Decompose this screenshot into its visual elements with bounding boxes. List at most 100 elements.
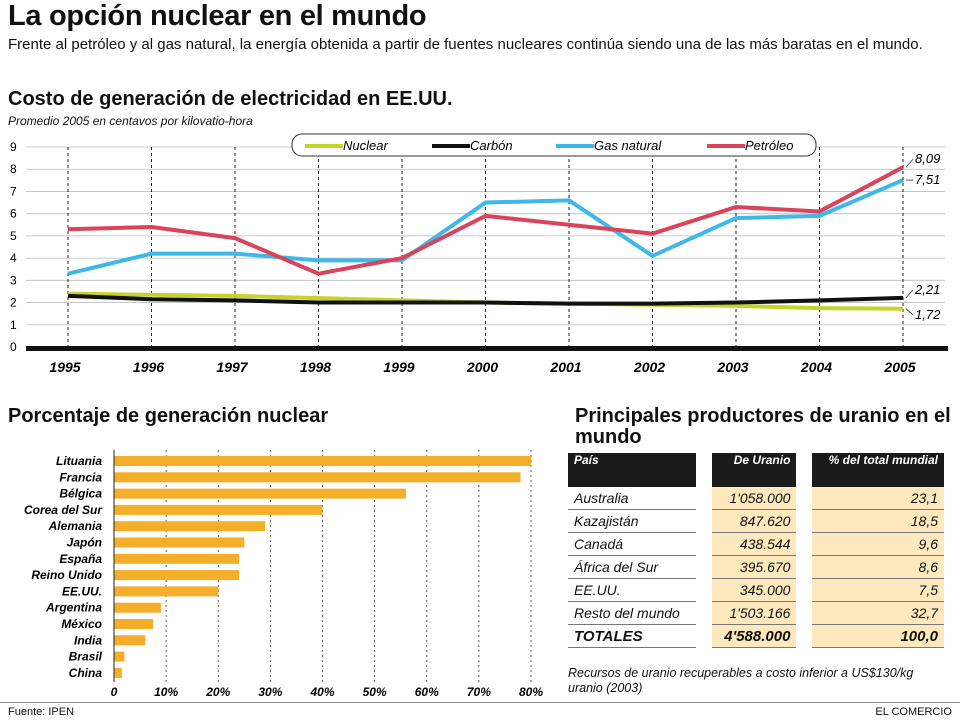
header-uranium: De Uranio: [711, 453, 797, 487]
category-label: Corea del Sur: [24, 503, 103, 517]
bar: [114, 651, 125, 662]
line-chart: 0 1 2 3 4 5 6 7 8 9 1995 1996 1997 1998 1999 2000 2001 20…: [10, 133, 948, 375]
table-row: África del Sur 395.670 8,6: [568, 555, 944, 579]
x-tick-label: 50%: [363, 685, 387, 699]
category-label: México: [61, 617, 102, 631]
end-value-label: 1,72: [915, 307, 941, 322]
x-tick-label: 40%: [309, 685, 334, 699]
bar-chart: 0 10% 20% 30% 40% 50% 60% 70% 80% Lituania Francia…: [24, 450, 543, 699]
publisher-credit: EL COMERCIO: [875, 706, 952, 718]
x-tick-label: 80%: [519, 685, 543, 699]
source-credit: Fuente: IPEN: [8, 706, 75, 718]
header-country: País: [568, 453, 696, 487]
cell-country: Canadá: [568, 532, 696, 556]
header-pct: % del total mundial: [812, 453, 944, 487]
page-subtitle: Frente al petróleo y al gas natural, la …: [8, 36, 923, 53]
cell-pct: 23,1: [812, 487, 944, 510]
cell-pct: 9,6: [812, 532, 944, 556]
x-tick-label: 30%: [258, 685, 282, 699]
cell-pct: 100,0: [812, 624, 944, 648]
category-label: Brasil: [69, 650, 103, 664]
category-label: Francia: [59, 470, 102, 484]
cell-uranium: 438.544: [711, 532, 797, 556]
bar: [114, 504, 323, 515]
series-line: [67, 178, 904, 276]
bar: [114, 553, 240, 564]
legend-label: Petróleo: [745, 138, 793, 153]
bar: [114, 456, 531, 466]
category-label: España: [59, 552, 102, 566]
bar: [114, 667, 122, 678]
x-tick-label: 2002: [633, 359, 665, 375]
cell-country: Australia: [568, 487, 696, 510]
cell-uranium: 1'503.166: [711, 601, 797, 625]
line-chart-subtitle: Promedio 2005 en centavos por kilovatio-…: [8, 114, 253, 128]
cell-pct: 8,6: [812, 555, 944, 579]
y-tick-label: 5: [10, 229, 17, 243]
uranium-table: País De Uranio % del total mundial Austr…: [568, 453, 944, 648]
x-tick-label: 2000: [466, 359, 498, 375]
end-value-label: 2,21: [914, 282, 940, 297]
bar-chart-title: Porcentaje de generación nuclear: [8, 405, 329, 427]
category-label: China: [69, 666, 103, 680]
page-title: La opción nuclear en el mundo: [8, 0, 427, 32]
category-label: Lituania: [56, 454, 102, 468]
table-row: Kazajistán 847.620 18,5: [568, 509, 944, 533]
end-value-label: 8,09: [915, 151, 940, 166]
end-value-label: 7,51: [915, 172, 940, 187]
x-tick-label: 0: [111, 685, 118, 699]
y-tick-label: 4: [10, 251, 17, 265]
bar: [114, 488, 406, 499]
y-tick-label: 6: [10, 207, 17, 221]
cell-pct: 18,5: [812, 509, 944, 533]
bar: [114, 537, 245, 548]
line-chart-legend: Nuclear Carbón Gas natural Petróleo: [291, 133, 817, 157]
category-label: Bélgica: [59, 487, 102, 501]
x-tick-label: 20%: [205, 685, 230, 699]
x-tick-label: 1998: [300, 359, 331, 375]
x-tick-label: 2005: [883, 359, 915, 375]
cell-uranium: 4'588.000: [711, 624, 797, 648]
legend-label: Carbón: [470, 138, 513, 153]
x-tick-label: 1997: [216, 359, 248, 375]
table-row: EE.UU. 345.000 7,5: [568, 578, 944, 602]
y-tick-label: 9: [10, 140, 17, 154]
cell-country: EE.UU.: [568, 578, 696, 602]
category-label: Alemania: [48, 519, 103, 533]
legend-label: Nuclear: [343, 138, 388, 153]
y-tick-label: 7: [10, 184, 17, 198]
x-tick-label: 1995: [49, 359, 80, 375]
bar: [114, 521, 266, 532]
line-chart-title: Costo de generación de electricidad en E…: [8, 88, 453, 110]
bar: [114, 602, 161, 613]
cell-pct: 7,5: [812, 578, 944, 602]
legend-label: Gas natural: [594, 138, 662, 153]
cell-country: Resto del mundo: [568, 601, 696, 625]
x-tick-label: 10%: [154, 685, 178, 699]
category-label: Argentina: [45, 601, 102, 615]
x-tick-label: 2003: [716, 359, 748, 375]
x-tick-label: 60%: [415, 685, 439, 699]
y-tick-label: 0: [10, 340, 17, 354]
cell-country: Kazajistán: [568, 509, 696, 533]
table-row: Resto del mundo 1'503.166 32,7: [568, 601, 944, 625]
uranium-title: Principales productores de uranio en el …: [575, 405, 951, 448]
y-tick-label: 8: [10, 162, 17, 176]
series-line: [67, 165, 904, 276]
x-tick-label: 2001: [549, 359, 581, 375]
cell-uranium: 395.670: [711, 555, 797, 579]
x-tick-label: 70%: [467, 685, 491, 699]
uranium-note: Recursos de uranio recuperables a costo …: [568, 666, 914, 695]
bar: [114, 635, 146, 646]
bar: [114, 586, 219, 597]
cell-uranium: 1'058.000: [711, 487, 797, 510]
series-line: [67, 293, 904, 306]
table-row: Canadá 438.544 9,6: [568, 532, 944, 556]
y-tick-label: 2: [10, 296, 17, 310]
y-tick-label: 1: [10, 318, 17, 332]
category-label: Japón: [67, 536, 102, 550]
x-tick-label: 1999: [383, 359, 414, 375]
bar: [114, 570, 240, 581]
bar: [114, 619, 154, 629]
x-tick-label: 2004: [800, 359, 832, 375]
